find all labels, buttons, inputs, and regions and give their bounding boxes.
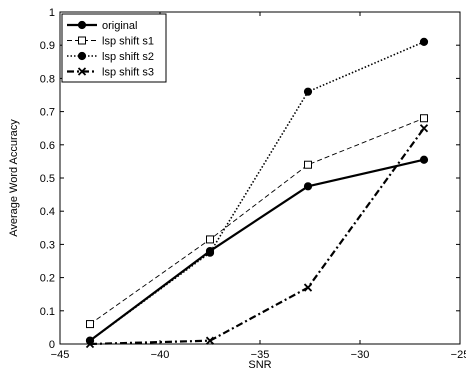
y-tick-label: 0.5	[40, 173, 55, 185]
y-tick-label: 1	[49, 7, 55, 19]
y-tick-label: 0	[49, 339, 55, 351]
y-tick-label: 0.2	[40, 273, 55, 285]
series-4-point-3	[419, 124, 429, 133]
y-tick-label: 0.7	[40, 107, 55, 119]
x-marker-stroke	[303, 283, 313, 292]
y-tick-label: 0.8	[40, 73, 55, 85]
x-tick-label: −40	[151, 349, 170, 361]
series-3-line	[89, 41, 425, 342]
series-2-line	[89, 117, 425, 325]
legend-label-4: lsp shift s3	[102, 67, 154, 79]
series-3-point-1	[205, 248, 215, 257]
legend-label-2: lsp shift s1	[102, 36, 154, 48]
x-marker-stroke	[77, 67, 87, 76]
axes: −45 −40 −35 −30 −25 0 0.1 0.2 0.3 0.4 0.5 0.6 0.7 0.8…	[40, 7, 466, 361]
y-tick-label: 0.1	[40, 306, 55, 318]
y-tick-label: 0.6	[40, 140, 55, 152]
legend: original lsp shift s1 lsp shift s2 lsp shif…	[61, 13, 167, 83]
legend-label-1: original	[102, 20, 137, 32]
y-axis-label: Average Word Accuracy	[8, 119, 20, 237]
legend-label-3: lsp shift s2	[102, 51, 154, 63]
x-tick-label: −45	[51, 349, 70, 361]
x-marker-stroke	[205, 336, 215, 345]
series-1-point-3	[419, 155, 429, 164]
x-marker-stroke	[419, 124, 429, 133]
series-2-point-2	[304, 160, 312, 169]
x-tick-label: −30	[351, 349, 370, 361]
legend-marker-4-point-0	[77, 67, 87, 76]
y-tick-label: 0.9	[40, 40, 55, 52]
series-4-point-1	[205, 336, 215, 345]
y-tick-label: 0.3	[40, 239, 55, 251]
series-4-point-2	[303, 283, 313, 292]
series-2-point-0	[86, 320, 94, 329]
series-3-point-2	[303, 87, 313, 96]
x-tick-label: −35	[251, 349, 270, 361]
series-4-line	[89, 127, 425, 346]
x-axis-label: SNR	[248, 359, 271, 370]
series-3-point-3	[419, 37, 429, 46]
legend-marker-1-point-0	[77, 20, 87, 30]
series-1-point-2	[303, 182, 313, 191]
series-group	[85, 37, 429, 349]
x-tick-label: −25	[451, 349, 466, 361]
series-2-point-3	[420, 114, 428, 123]
x-marker-stroke	[85, 339, 95, 349]
y-tick-label: 0.4	[40, 206, 55, 218]
legend-marker-2-point-0	[78, 36, 86, 45]
series-4-point-0	[85, 339, 95, 349]
legend-marker-3-point-0	[77, 51, 87, 61]
series-2-point-1	[206, 235, 214, 244]
